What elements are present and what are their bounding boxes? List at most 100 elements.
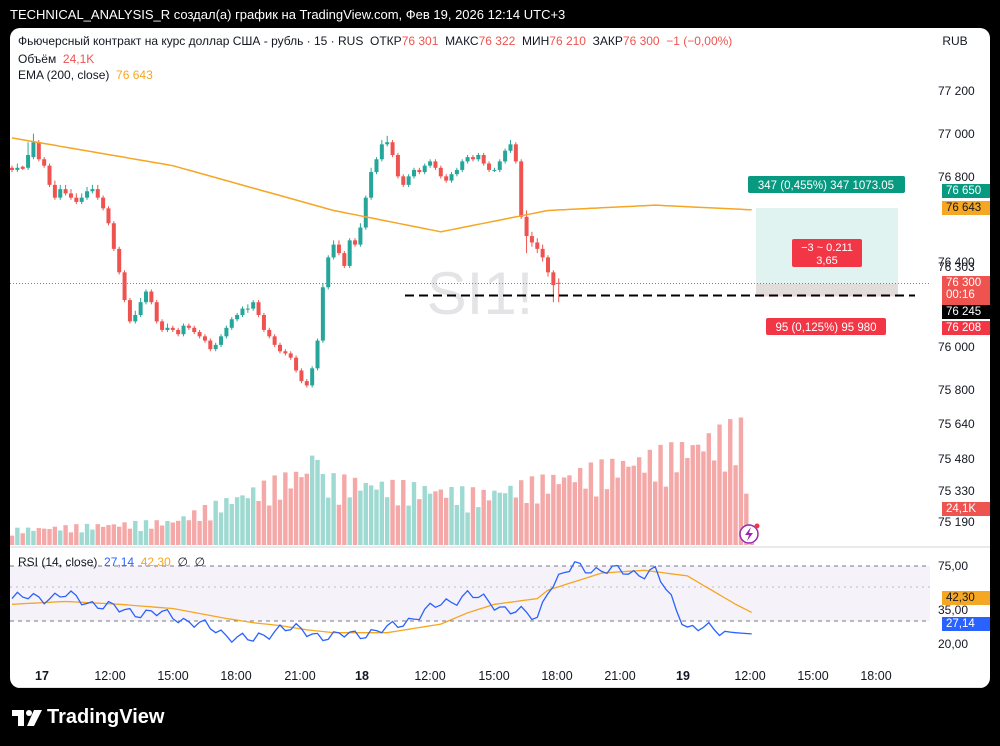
volume-bar	[68, 532, 74, 545]
candle-body	[144, 291, 148, 303]
footer-bar: TradingView	[0, 700, 1000, 746]
candle-body	[546, 257, 550, 273]
volume-bar	[299, 477, 304, 545]
ohlc-legend: Фьючерсный контракт на курс доллар США -…	[18, 34, 732, 48]
candle-body	[79, 197, 84, 202]
candle-body	[197, 332, 202, 337]
currency-button[interactable]: RUB	[942, 34, 968, 48]
volume-bar	[192, 510, 197, 545]
volume-bar	[363, 482, 368, 545]
volume-bar	[722, 471, 728, 545]
lightning-icon[interactable]	[739, 523, 760, 544]
volume-bar	[229, 503, 234, 545]
volume-bar	[701, 451, 706, 545]
candle-body	[540, 248, 545, 258]
candle-body	[36, 142, 41, 160]
volume-bar	[443, 497, 449, 545]
volume-bar	[165, 520, 170, 545]
volume-bar	[465, 512, 470, 545]
volume-bar	[513, 497, 519, 545]
volume-bar	[352, 477, 358, 545]
time-axis[interactable]: 17 12:00 15:00 18:00 21:00 18 12:00 15:00 18:00 2…	[35, 669, 892, 683]
volume-bar	[36, 528, 41, 545]
entry-price-tag: 76 245	[942, 305, 990, 319]
volume-bar	[733, 465, 738, 545]
volume-bar	[127, 528, 133, 545]
candle-body	[117, 248, 122, 273]
volume-bar	[20, 533, 25, 545]
rsi-option-icon-1[interactable]: ∅	[177, 555, 188, 569]
candle-body	[208, 340, 213, 350]
volume-legend[interactable]: Объём 24,1K	[18, 52, 94, 66]
candle-body	[304, 381, 309, 386]
candle-body	[385, 142, 390, 145]
rsi-label: RSI (14, close)	[18, 555, 98, 569]
candle-body	[229, 319, 234, 328]
time-axis-label: 12:00	[414, 669, 445, 683]
volume-bar	[117, 526, 122, 545]
target-label[interactable]: 347 (0,455%) 347 1073.05	[748, 176, 905, 193]
candle-body	[444, 176, 449, 181]
rsi-legend[interactable]: RSI (14, close) 27,14 42,30 ∅ ∅	[18, 555, 205, 569]
volume-bar	[277, 499, 283, 545]
volume-bar	[551, 474, 556, 545]
candle-body	[20, 166, 25, 169]
volume-bar	[10, 535, 15, 545]
volume-bar	[647, 449, 653, 545]
volume-bar	[427, 493, 433, 545]
stop-label-text: 95 (0,125%) 95 980	[775, 322, 876, 334]
rsi-tag: 27,14	[942, 617, 990, 631]
price-chart[interactable]: SI1! 347 (0,455%) 347 1073.05 −3 ~ 0.211…	[10, 28, 990, 688]
volume-bar	[695, 444, 701, 545]
volume-bar	[728, 419, 733, 545]
volume-bar	[208, 520, 213, 545]
volume-bar	[653, 481, 658, 545]
stop-label[interactable]: 95 (0,125%) 95 980	[766, 318, 886, 335]
time-axis-label: 21:00	[604, 669, 635, 683]
volume-bar	[138, 531, 143, 545]
volume-bar	[251, 487, 256, 545]
volume-bar	[143, 520, 149, 545]
symbol-name[interactable]: Фьючерсный контракт на курс доллар США -…	[18, 34, 364, 48]
time-axis-label: 15:00	[157, 669, 188, 683]
volume-bar	[224, 498, 229, 545]
volume-bar	[583, 488, 588, 545]
rsi-axis[interactable]: 75,00 35,00 20,00	[938, 559, 968, 651]
volume-bar	[738, 417, 744, 545]
tradingview-brand[interactable]: TradingView	[47, 706, 165, 728]
rsi-option-icon-2[interactable]: ∅	[194, 555, 206, 569]
time-axis-label: 18:00	[860, 669, 891, 683]
volume-bar	[149, 528, 154, 545]
stop-zone	[756, 284, 898, 297]
volume-bar	[690, 445, 695, 545]
volume-bar	[234, 497, 240, 545]
volume-bar	[626, 466, 631, 545]
time-axis-label: 18:00	[541, 669, 572, 683]
candle-body	[186, 325, 191, 328]
chart-frame[interactable]: Фьючерсный контракт на курс доллар США -…	[10, 28, 990, 688]
price-axis-label: 76 400	[938, 255, 975, 269]
volume-value: 24,1K	[62, 52, 95, 66]
candle-body	[503, 150, 508, 162]
ema-price-tag: 76 643	[942, 201, 990, 215]
volume-bar	[470, 487, 476, 545]
time-axis-label: 18:00	[220, 669, 251, 683]
volume-bar	[304, 473, 309, 545]
volume-bar	[588, 462, 594, 545]
ema-legend[interactable]: EMA (200, close) 76 643	[18, 68, 153, 82]
high-value: 76 322	[478, 34, 516, 48]
volume-bar	[385, 497, 390, 545]
candle-body	[235, 315, 240, 320]
volume-bar	[508, 485, 513, 545]
volume-bar	[111, 524, 117, 545]
center-label[interactable]: −3 ~ 0.211 3,65	[792, 239, 862, 267]
volume-bar	[669, 442, 674, 545]
candle-body	[395, 155, 400, 177]
candle-body	[52, 184, 57, 198]
candle-series	[10, 133, 561, 388]
price-axis-label: 75 190	[938, 515, 975, 529]
volume-bar	[261, 480, 267, 545]
candle-body	[513, 144, 518, 162]
ema-label: EMA (200, close)	[18, 68, 110, 82]
